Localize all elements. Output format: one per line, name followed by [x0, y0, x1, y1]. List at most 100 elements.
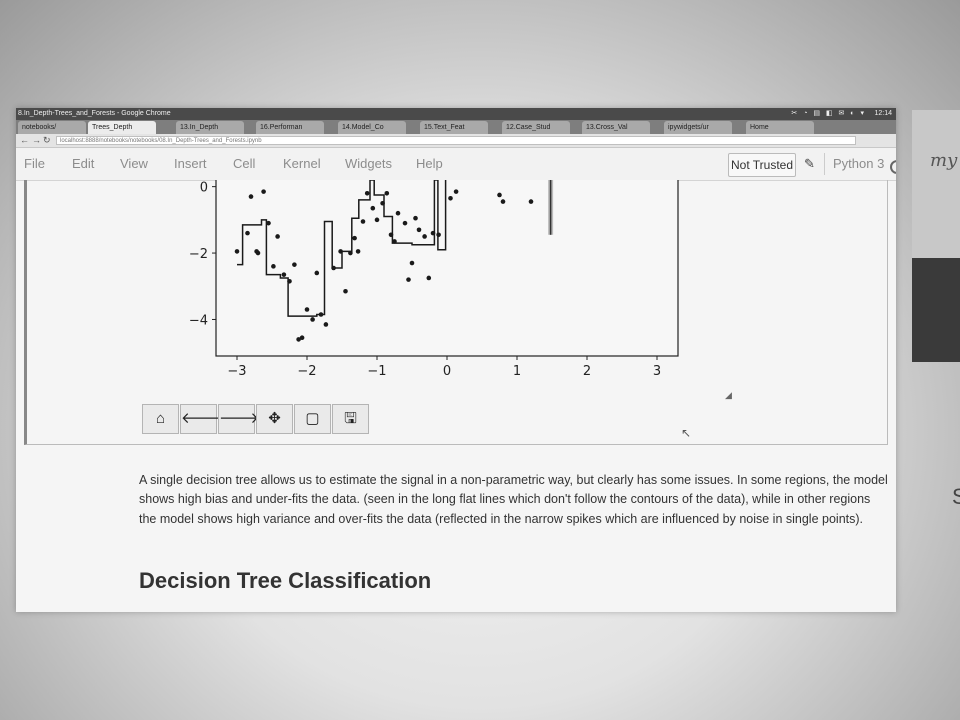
pencil-icon[interactable]: ✎: [804, 156, 815, 171]
data-point: [287, 278, 292, 284]
x-tick-label: 0: [443, 364, 451, 379]
resize-grip-icon[interactable]: ◢: [725, 390, 732, 400]
pan-button[interactable]: ✥: [256, 404, 293, 434]
x-tick-label: 1: [513, 364, 521, 379]
address-bar: ← → ↻ localhost:8888/notebooks/notebooks…: [16, 134, 896, 148]
y-tick-label: −4: [189, 313, 208, 328]
save-button[interactable]: 🖫: [332, 404, 369, 434]
plot-area: [215, 180, 679, 357]
data-point: [234, 249, 240, 254]
data-point: [360, 219, 366, 224]
x-tick-label: 3: [653, 364, 661, 379]
data-point: [406, 277, 411, 282]
home-button[interactable]: ⌂: [142, 404, 179, 434]
data-point: [314, 270, 320, 276]
data-point: [331, 265, 336, 271]
system-tray-icons[interactable]: ✂ ◔ ▤ ◧ ✉ ◐ ▾: [791, 110, 866, 117]
tab-strip: notebooks/ Trees_Depth 13.In_Depth 16.Pe…: [16, 120, 896, 134]
tab-cross-val[interactable]: 13.Cross_Val: [582, 121, 650, 134]
data-point: [296, 337, 301, 342]
data-point: [370, 205, 376, 211]
menu-file[interactable]: File: [24, 156, 45, 171]
data-point: [409, 260, 415, 266]
output-cell: −3 −2 −1 0 1 2 3 0 −2 −4 ⌂ 🡐 🡒 ✥ ▢ 🖫 ◢ ↖: [24, 180, 888, 445]
side-scribble: my: [930, 150, 958, 171]
notebook-menu-bar: File Edit View Insert Cell Kernel Widget…: [16, 148, 896, 181]
menu-help[interactable]: Help: [416, 156, 443, 171]
data-point: [266, 220, 271, 226]
data-point: [500, 199, 506, 204]
mouse-cursor-icon: ↖: [681, 426, 692, 440]
x-tick-label: −2: [297, 364, 316, 379]
url-input[interactable]: localhost:8888/notebooks/notebooks/08.In…: [56, 136, 856, 145]
menu-kernel[interactable]: Kernel: [283, 156, 321, 171]
tab-home[interactable]: Home: [746, 121, 814, 134]
data-point: [388, 232, 394, 238]
tab-text-feat[interactable]: 15.Text_Feat: [420, 121, 488, 134]
decision-tree-plot[interactable]: −3 −2 −1 0 1 2 3 0 −2 −4: [27, 180, 727, 400]
y-tick-label: −2: [189, 247, 208, 262]
reload-icon[interactable]: ↻: [43, 135, 51, 145]
back-button[interactable]: 🡐: [180, 404, 221, 434]
menu-cell[interactable]: Cell: [233, 156, 256, 171]
data-point: [426, 275, 432, 281]
not-trusted-button[interactable]: Not Trusted: [728, 153, 796, 177]
data-point: [355, 249, 361, 254]
data-point: [453, 189, 459, 194]
os-title-bar: 8.In_Depth-Trees_and_Forests - Google Ch…: [16, 108, 896, 120]
tab-ipywidgets[interactable]: ipywidgets/ur: [664, 121, 732, 134]
data-point: [497, 192, 502, 198]
data-point: [348, 250, 353, 256]
x-tick-label: 2: [583, 364, 591, 379]
data-point: [392, 239, 397, 244]
tab-performance[interactable]: 16.Performan: [256, 121, 324, 134]
tab-model-co[interactable]: 14.Model_Co: [338, 121, 406, 134]
data-point: [299, 335, 305, 341]
markdown-paragraph: A single decision tree allows us to esti…: [139, 472, 888, 526]
data-point: [261, 189, 266, 194]
data-point: [364, 190, 370, 196]
data-point: [384, 190, 390, 196]
data-point: [436, 232, 441, 238]
forward-button[interactable]: 🡒: [218, 404, 259, 434]
data-point: [374, 217, 380, 223]
zoom-button[interactable]: ▢: [294, 404, 331, 434]
x-tick-label: −3: [227, 364, 246, 379]
forward-icon[interactable]: →: [32, 135, 41, 145]
menu-edit[interactable]: Edit: [72, 156, 95, 171]
data-point: [528, 199, 534, 204]
side-panel-top: [912, 110, 960, 258]
back-icon[interactable]: ←: [20, 135, 29, 145]
data-point: [255, 250, 261, 256]
x-tick-label: −1: [367, 364, 386, 379]
menu-widgets[interactable]: Widgets: [345, 156, 392, 171]
back-arrow-icon: 🡐: [181, 410, 222, 427]
data-point: [402, 220, 408, 226]
clock: 12:14: [874, 110, 892, 117]
data-point: [380, 200, 385, 206]
zoom-rect-icon: ▢: [305, 410, 320, 427]
menu-insert[interactable]: Insert: [174, 156, 207, 171]
tab-trees-depth[interactable]: Trees_Depth: [88, 121, 156, 134]
browser-window: 8.In_Depth-Trees_and_Forests - Google Ch…: [16, 108, 896, 612]
data-point: [413, 215, 418, 221]
save-icon: 🖫: [344, 410, 357, 427]
data-point: [304, 307, 310, 312]
side-panel-bottom: [912, 258, 960, 362]
data-point: [323, 322, 329, 327]
data-point: [430, 230, 436, 236]
data-point: [448, 195, 453, 201]
data-point: [422, 234, 427, 239]
tab-case-stud[interactable]: 12.Case_Stud: [502, 121, 570, 134]
window-title: 8.In_Depth-Trees_and_Forests - Google Ch…: [18, 110, 171, 117]
side-char: S: [952, 484, 960, 509]
home-icon: ⌂: [155, 410, 166, 427]
tab-notebooks[interactable]: notebooks/: [18, 121, 86, 134]
data-point: [343, 288, 348, 294]
forward-arrow-icon: 🡒: [219, 410, 260, 427]
menu-view[interactable]: View: [120, 156, 148, 171]
tab-in-depth[interactable]: 13.In_Depth: [176, 121, 244, 134]
data-point: [245, 230, 250, 236]
data-point: [352, 235, 357, 241]
data-point: [281, 272, 287, 277]
